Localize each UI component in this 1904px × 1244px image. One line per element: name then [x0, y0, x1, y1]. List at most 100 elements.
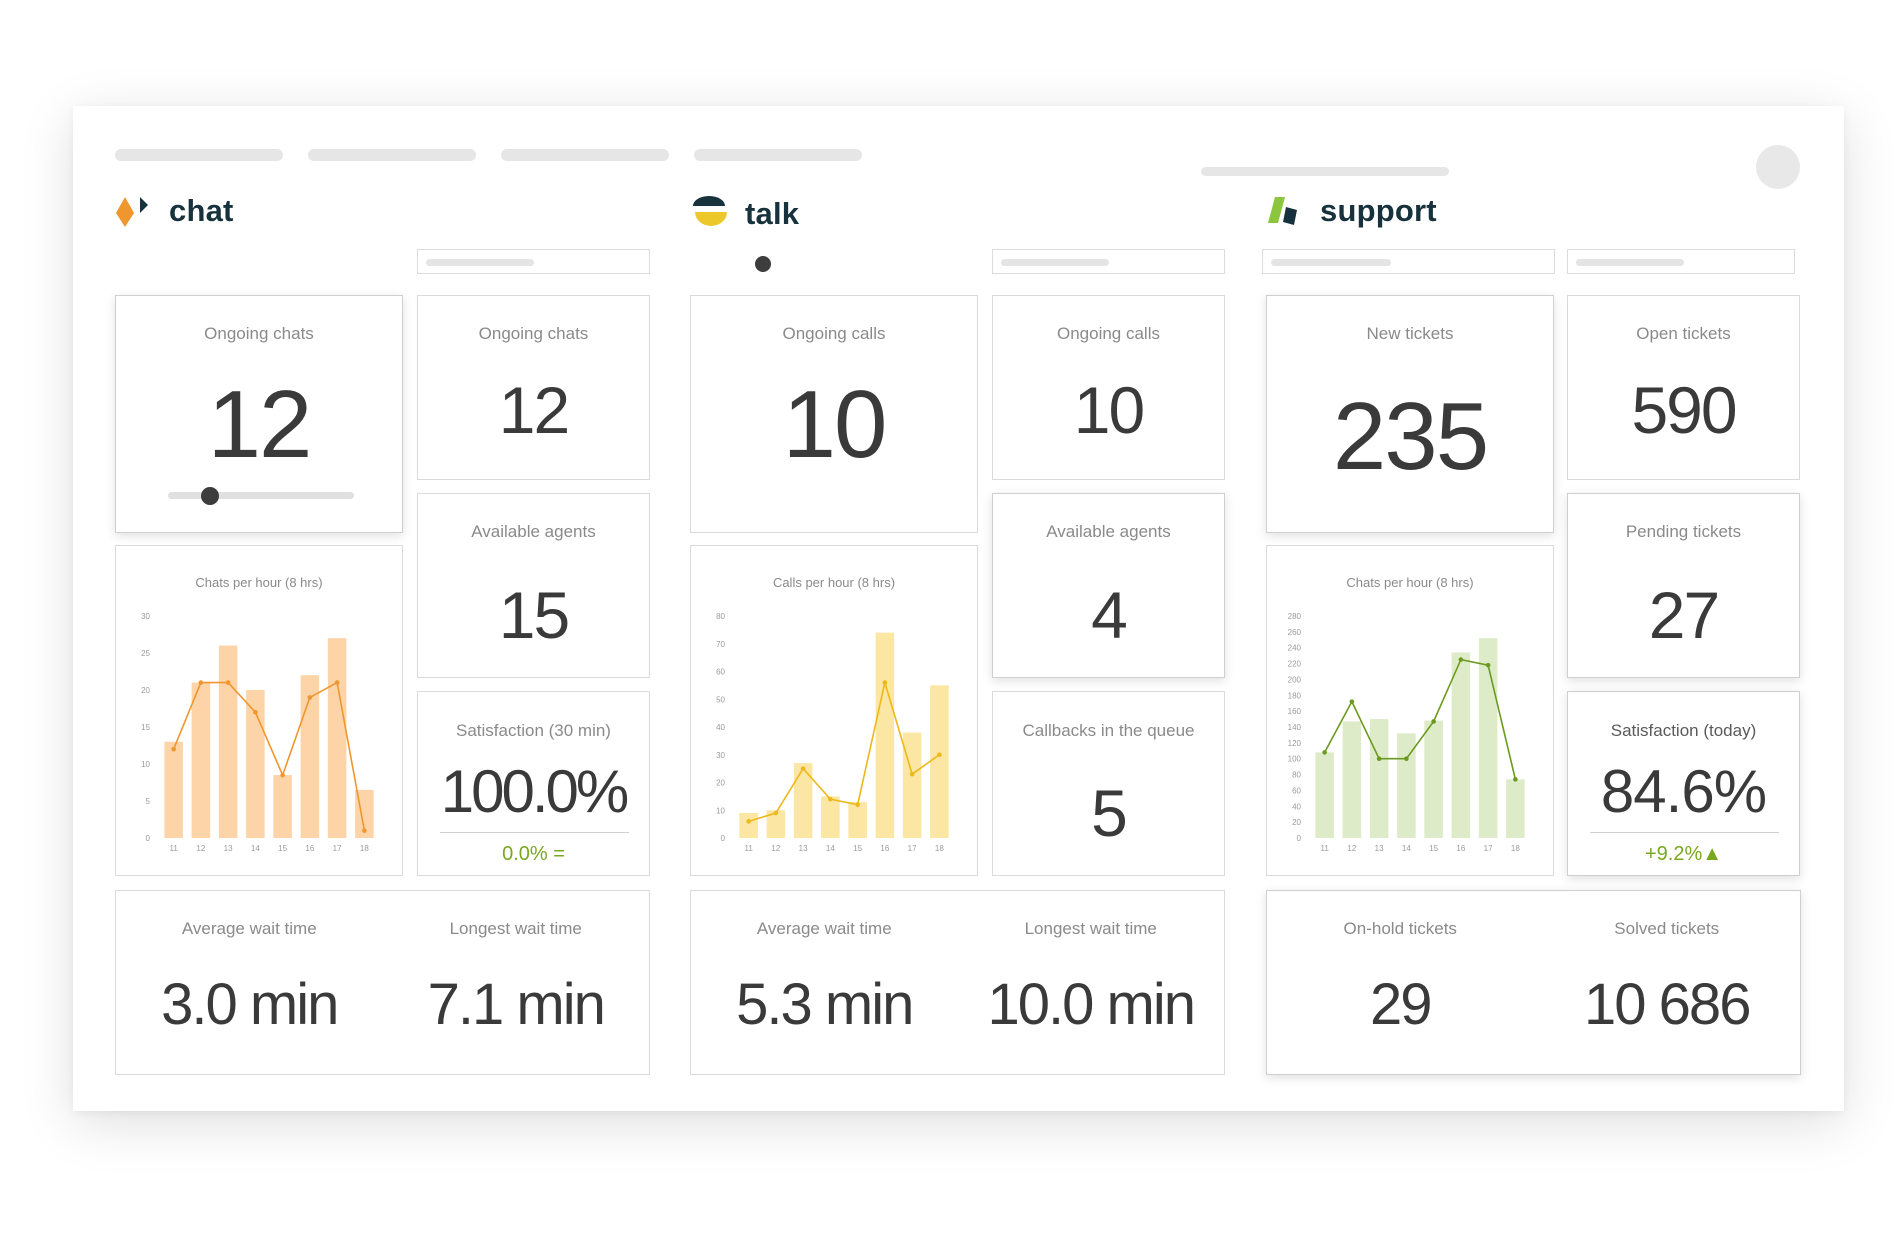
talk-ongoing-card: Ongoing calls 10 — [992, 295, 1225, 480]
y-tick-label: 50 — [716, 695, 725, 704]
support-filter-dropdown-1[interactable] — [1262, 249, 1555, 274]
chat-ongoing-label: Ongoing chats — [478, 324, 589, 343]
chat-agents-card: Available agents 15 — [417, 493, 650, 678]
nav-tab-3[interactable] — [501, 149, 669, 161]
chart-bar — [1369, 719, 1389, 838]
talk-callbacks-label: Callbacks in the queue — [1022, 721, 1195, 740]
nav-tab-1[interactable] — [115, 149, 283, 161]
talk-callbacks-card: Callbacks in the queue 5 — [992, 691, 1225, 876]
support-brand-name: support — [1320, 193, 1437, 228]
y-tick-label: 280 — [1288, 612, 1302, 621]
support-onhold-value: 29 — [1369, 972, 1433, 1037]
x-tick-label: 13 — [799, 844, 808, 853]
chat-primary-ongoing-card: Ongoing chats 12 — [115, 295, 403, 533]
support-chart-title: Chats per hour (8 hrs) — [1346, 575, 1474, 590]
x-tick-label: 17 — [908, 844, 917, 853]
chat-chart-card: Chats per hour (8 hrs) 0 5 10 15 20 25 30 11 12 1… — [115, 545, 403, 876]
x-tick-label: 15 — [853, 844, 862, 853]
chart-point — [280, 772, 285, 778]
chart-bar — [902, 732, 922, 838]
nav-tab-2[interactable] — [308, 149, 476, 161]
chart-bar — [930, 685, 949, 838]
y-tick-label: 25 — [141, 649, 150, 658]
chat-chart: 0 5 10 15 20 25 30 11 12 13 14 15 16 17 18 — [141, 612, 374, 853]
talk-agents-card: Available agents 4 — [992, 493, 1225, 678]
y-tick-label: 0 — [721, 834, 726, 843]
y-tick-label: 20 — [141, 686, 150, 695]
y-tick-label: 5 — [146, 797, 151, 806]
y-tick-label: 15 — [141, 723, 150, 732]
support-satisfaction-delta: +9.2%▲ — [1644, 843, 1723, 865]
y-tick-label: 60 — [1292, 786, 1301, 795]
chart-point — [937, 752, 942, 758]
talk-chart-title: Calls per hour (8 hrs) — [772, 575, 896, 590]
avatar[interactable] — [1756, 145, 1800, 189]
y-tick-label: 10 — [716, 806, 725, 815]
support-open-tickets-label: Open tickets — [1636, 324, 1731, 343]
x-tick-label: 17 — [1484, 844, 1493, 853]
support-pending-tickets-label: Pending tickets — [1625, 522, 1742, 541]
x-tick-label: 14 — [826, 844, 835, 853]
nav-tab-5[interactable] — [1201, 167, 1449, 176]
talk-brand: talk — [691, 196, 799, 232]
chart-point — [773, 810, 779, 816]
chart-bar — [246, 690, 265, 838]
dashboard-panel: chat talk support Ongoing chats 12 Ongoi… — [73, 106, 1844, 1111]
support-solved-value: 10 686 — [1584, 972, 1751, 1037]
x-tick-label: 16 — [1456, 844, 1465, 853]
chart-point — [225, 680, 231, 685]
support-solved-label: Solved tickets — [1614, 919, 1720, 938]
chat-slider-thumb[interactable] — [201, 487, 219, 505]
chat-filter-dropdown[interactable] — [417, 249, 650, 274]
talk-callbacks-value: 5 — [1091, 776, 1128, 850]
chat-satisfaction-delta: 0.0% = — [502, 843, 565, 865]
chat-satisfaction-divider — [440, 832, 629, 833]
chart-bar — [875, 632, 895, 838]
x-tick-label: 16 — [305, 844, 314, 853]
chat-wait-card: Average wait time 3.0 min Longest wait t… — [115, 890, 650, 1075]
x-tick-label: 18 — [1511, 844, 1520, 853]
support-filter-dropdown-2[interactable] — [1567, 249, 1795, 274]
y-tick-label: 70 — [716, 640, 725, 649]
chat-longest-wait-value: 7.1 min — [427, 972, 606, 1037]
y-tick-label: 220 — [1288, 660, 1302, 669]
talk-wait-card: Average wait time 5.3 min Longest wait t… — [690, 890, 1225, 1075]
chat-longest-wait-label: Longest wait time — [449, 919, 582, 938]
support-brand: support — [1266, 193, 1437, 229]
chart-bar — [1315, 752, 1334, 838]
talk-logo-icon — [693, 196, 727, 226]
chart-point — [1376, 756, 1382, 762]
chart-line — [172, 681, 366, 831]
chart-point — [1404, 756, 1409, 762]
chart-bar — [848, 801, 867, 838]
talk-agents-label: Available agents — [1046, 522, 1171, 541]
y-tick-label: 80 — [716, 612, 725, 621]
x-tick-label: 16 — [880, 844, 889, 853]
x-tick-label: 18 — [360, 844, 369, 853]
chart-point — [253, 709, 258, 715]
chart-line — [748, 679, 940, 823]
chart-point — [855, 802, 860, 807]
talk-status-dot — [755, 256, 771, 272]
chat-brand-name: chat — [169, 193, 234, 228]
chart-bar — [821, 796, 840, 838]
x-tick-label: 15 — [278, 844, 287, 853]
support-onhold-label: On-hold tickets — [1343, 919, 1457, 938]
chat-avg-wait-label: Average wait time — [181, 919, 317, 938]
nav-tab-4[interactable] — [694, 149, 862, 161]
chart-bar — [300, 675, 320, 838]
chart-point — [1431, 719, 1436, 724]
talk-filter-dropdown[interactable] — [992, 249, 1225, 274]
talk-avg-wait-label: Average wait time — [756, 919, 892, 938]
chart-point — [828, 796, 833, 802]
talk-avg-wait-value: 5.3 min — [736, 972, 914, 1037]
support-satisfaction-card: Satisfaction (today) 84.6% +9.2%▲ — [1567, 691, 1800, 876]
chat-slider-track[interactable] — [168, 492, 354, 499]
chat-brand: chat — [115, 193, 234, 229]
talk-brand-name: talk — [745, 196, 800, 231]
talk-primary-ongoing-card: Ongoing calls 10 — [690, 295, 978, 533]
chart-bar — [327, 638, 347, 838]
talk-primary-ongoing-value: 10 — [782, 371, 888, 478]
chart-point — [1458, 657, 1464, 662]
chart-bar — [1478, 638, 1498, 838]
